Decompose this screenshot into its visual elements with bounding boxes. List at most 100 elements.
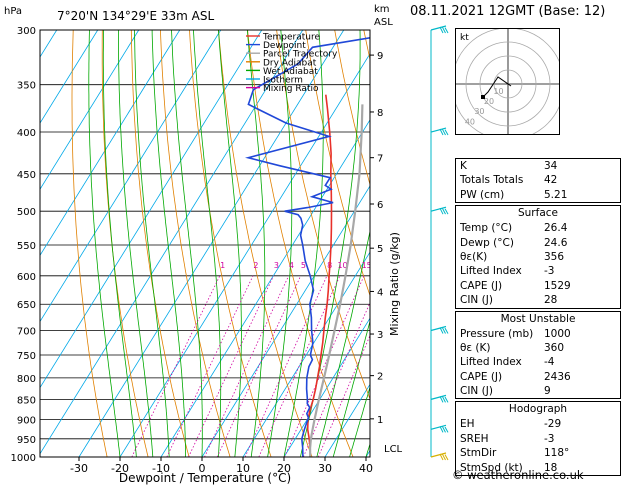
pressure-tick-label: 850 — [17, 395, 36, 406]
date-header: 08.11.2021 12GMT (Base: 12) — [410, 4, 606, 19]
location-title: 7°20'N 134°29'E 33m ASL — [57, 9, 214, 23]
basic-indices-box: K 34 Totals Totals 42 PW (cm) 5.21 — [455, 158, 621, 204]
plot-frame — [39, 29, 371, 458]
wet-adiabat-line — [134, 30, 170, 457]
hodograph: kt 10 20 30 40 — [451, 27, 565, 141]
dry-adiabat-line — [625, 30, 629, 457]
x-tick-label: 0 — [199, 462, 206, 475]
hodograph-title: Hodograph — [508, 403, 568, 416]
hodograph-ring — [465, 41, 551, 127]
pressure-tick-label: 750 — [17, 351, 36, 362]
isotherm-line — [324, 383, 370, 457]
x-tick-label: -30 — [70, 462, 88, 475]
legend-label: Temperature — [262, 33, 320, 43]
hodograph-storm-marker — [481, 95, 485, 99]
legend-label: Isotherm — [263, 76, 303, 86]
pressure-tick-label: 900 — [17, 416, 36, 427]
pressure-tick-label: 1000 — [11, 453, 36, 464]
hodograph-ring-label: 10 — [493, 87, 503, 96]
wind-barb — [430, 127, 449, 136]
isotherm-line — [160, 119, 370, 457]
series-parcel-trajectory — [308, 104, 364, 457]
mu-pressure: Pressure (mb) 1000 — [460, 327, 571, 340]
wind-barb — [430, 206, 449, 215]
km-tick-label: 1 — [377, 415, 383, 426]
mixing-ratio-label: 15 — [362, 261, 372, 270]
hodo-stmspd: StmSpd (kt) 18 — [460, 461, 558, 474]
km-tick-label: 8 — [377, 108, 383, 119]
x-tick-label: -10 — [152, 462, 170, 475]
wet-adiabat-line — [171, 30, 203, 457]
pressure-tick-label: 350 — [17, 81, 36, 92]
hodograph-ring — [479, 55, 537, 113]
isotherm-line — [40, 30, 181, 257]
hodo-stmdir: StmDir 118° — [460, 447, 570, 460]
wet-adiabat-line — [300, 30, 361, 457]
dry-adiabat-line — [160, 30, 231, 457]
mu-cape: CAPE (J) 2436 — [460, 370, 571, 383]
mixing-ratio-line — [188, 275, 274, 457]
index-row-pw: PW (cm) 5.21 — [460, 188, 568, 201]
x-tick-label: 20 — [277, 462, 291, 475]
hodograph-unit: kt — [460, 33, 469, 43]
isotherm-line — [40, 30, 222, 323]
surface-cin: CIN (J) 28 — [460, 294, 558, 307]
isotherm-line — [0, 30, 16, 457]
legend-label: Dry Adiabat — [263, 58, 317, 68]
pressure-tick-label: 950 — [17, 435, 36, 446]
km-tick-label: 9 — [377, 51, 383, 62]
isotherm-line — [40, 30, 304, 455]
hodo-sreh: SREH -3 — [460, 432, 555, 445]
pressure-tick-label: 700 — [17, 327, 36, 338]
lcl-label: LCL — [384, 444, 403, 455]
wind-barb — [430, 25, 449, 34]
x-tick-label: 40 — [359, 462, 373, 475]
hodograph-box: Hodograph EH -29 SREH -3 StmDir 118° StmSpd… — [455, 401, 621, 477]
index-row-k: K 34 — [460, 160, 558, 172]
mixing-ratio-label: 5 — [301, 261, 306, 270]
wind-barb — [430, 452, 449, 461]
legend-label: Dewpoint — [263, 41, 306, 51]
pressure-tick-label: 550 — [17, 241, 36, 252]
pressure-tick-label: 500 — [17, 207, 36, 218]
dry-adiabat-line — [247, 30, 354, 457]
wind-barb — [430, 325, 449, 334]
isotherm-line — [40, 30, 140, 191]
km-tick-label: 7 — [377, 154, 383, 165]
pressure-unit: hPa — [4, 6, 22, 17]
series-dewpoint — [245, 37, 370, 457]
mu-thetae: θε (K) 360 — [460, 341, 565, 354]
mu-cin: CIN (J) 9 — [460, 385, 551, 398]
mixing-ratio-label: 4 — [289, 261, 294, 270]
dry-adiabat-line — [334, 30, 370, 186]
pressure-tick-label: 400 — [17, 128, 36, 139]
pressure-tick-label: 300 — [17, 26, 36, 37]
mixing-ratio-label: 3 — [274, 261, 279, 270]
km-tick-label: 3 — [377, 330, 383, 341]
isotherm-line — [40, 30, 263, 389]
mixing-ratio-label: 1 — [220, 261, 225, 270]
wet-adiabat-line — [246, 30, 266, 457]
mixing-ratio-line — [131, 275, 221, 457]
pressure-tick-label: 650 — [17, 300, 36, 311]
mixing-ratio-line — [284, 275, 365, 457]
hodograph-ring-label: 30 — [474, 107, 484, 116]
isotherm-line — [283, 317, 370, 457]
surface-cape: CAPE (J) 1529 — [460, 279, 571, 292]
index-row-totals: Totals Totals 42 — [460, 174, 558, 187]
wet-adiabat-line — [218, 30, 242, 457]
dry-adiabat-line — [71, 30, 108, 457]
mixing-ratio-axis-label: Mixing Ratio (g/kg) — [388, 232, 401, 336]
mixing-ratio-label: 2 — [253, 261, 258, 270]
isotherm-line — [201, 185, 370, 457]
surface-lifted-index: Lifted Index -3 — [460, 265, 555, 278]
wind-barb — [430, 394, 449, 403]
series-temperature — [306, 94, 333, 457]
legend-label: Wet Adiabat — [263, 67, 318, 77]
wet-adiabat-line — [316, 229, 370, 457]
mixing-ratio-line — [317, 334, 370, 457]
mixing-ratio-line — [204, 275, 290, 457]
wet-adiabat-line — [88, 30, 121, 457]
wet-adiabat-line — [332, 319, 370, 457]
mu-lifted-index: Lifted Index -4 — [460, 356, 555, 369]
